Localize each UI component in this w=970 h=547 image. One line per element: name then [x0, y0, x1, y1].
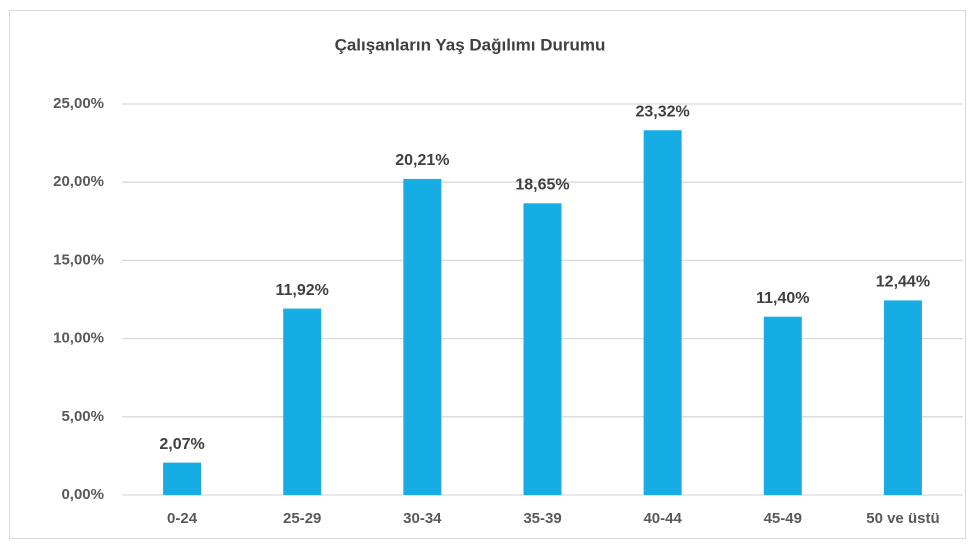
- value-label: 23,32%: [636, 103, 690, 120]
- bar: [763, 316, 802, 495]
- y-tick-label: 10,00%: [53, 330, 104, 347]
- x-tick-label: 30-34: [403, 510, 442, 527]
- bar: [283, 308, 322, 495]
- y-tick-label: 0,00%: [61, 486, 104, 503]
- bar: [403, 178, 442, 496]
- x-tick-label: 25-29: [283, 510, 321, 527]
- value-label: 12,44%: [876, 274, 930, 291]
- x-tick-label: 35-39: [523, 510, 561, 527]
- y-tick-label: 5,00%: [61, 408, 104, 425]
- bar: [523, 203, 562, 495]
- value-label: 2,07%: [159, 436, 204, 453]
- value-label: 11,40%: [756, 290, 809, 307]
- value-label: 11,92%: [276, 282, 329, 299]
- y-tick-label: 20,00%: [53, 173, 104, 190]
- y-tick-label: 25,00%: [53, 95, 104, 112]
- x-tick-label: 40-44: [643, 510, 682, 527]
- x-tick-label: 45-49: [764, 510, 802, 527]
- value-label: 18,65%: [515, 177, 569, 194]
- chart-title: Çalışanların Yaş Dağılımı Durumu: [335, 35, 606, 54]
- bar: [883, 300, 922, 495]
- value-label: 20,21%: [395, 152, 449, 169]
- x-tick-label: 0-24: [167, 510, 198, 527]
- chart-border: [9, 10, 966, 539]
- x-tick-label: 50 ve üstü: [866, 510, 939, 527]
- y-tick-label: 15,00%: [53, 251, 104, 268]
- bar: [163, 462, 202, 495]
- bar: [643, 130, 682, 495]
